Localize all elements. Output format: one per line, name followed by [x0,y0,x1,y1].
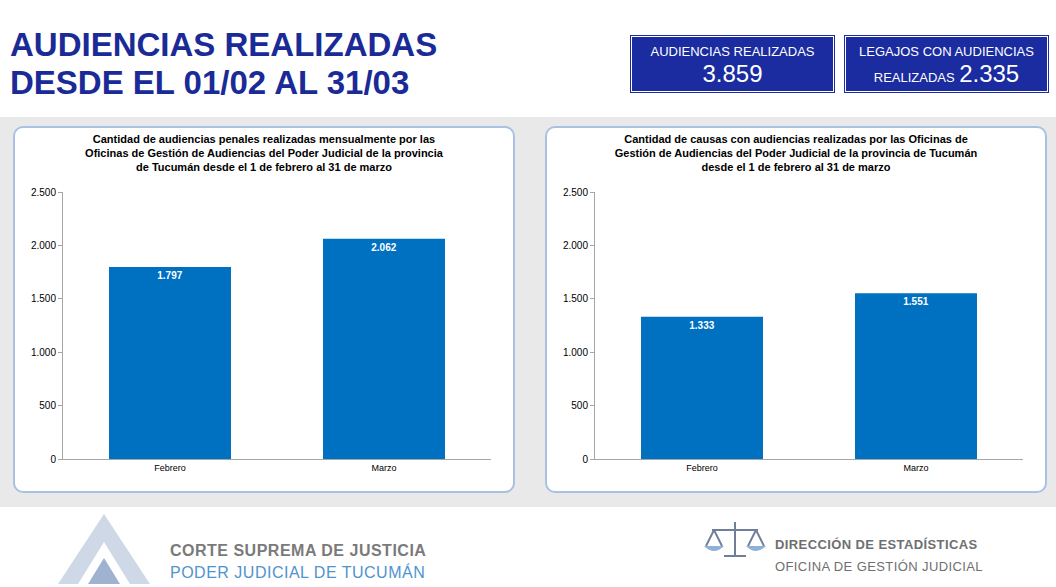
svg-text:Marzo: Marzo [371,463,396,473]
svg-text:Marzo: Marzo [903,463,928,473]
html-text:DESDE EL 01/02 AL 31/03: DESDE EL 01/02 AL 31/03 [10,64,410,101]
svg-text:Febrero: Febrero [686,463,718,473]
svg-text:2.062: 2.062 [371,242,396,253]
svg-text:500: 500 [571,400,588,411]
svg-text:Cantidad de causas con audienc: Cantidad de causas con audiencias realiz… [615,133,978,174]
html-text:LEGAJOS CON AUDIENCIAS REALIZA: LEGAJOS CON AUDIENCIAS REALIZADAS 2.335 [859,44,1034,87]
svg-text:0: 0 [50,454,56,465]
html-text:OFICINA DE GESTIÓN JUDICIAL: OFICINA DE GESTIÓN JUDICIAL [775,559,983,574]
svg-text:2.500: 2.500 [563,187,588,198]
svg-text:1.333: 1.333 [689,320,714,331]
svg-text:1.551: 1.551 [903,296,928,307]
svg-text:1.000: 1.000 [31,347,56,358]
svg-text:1.500: 1.500 [31,293,56,304]
html-text:PODER JUDICIAL DE TUCUMÁN: PODER JUDICIAL DE TUCUMÁN [170,564,426,581]
html-text:CORTE SUPREMA DE JUSTICIA: CORTE SUPREMA DE JUSTICIA [170,542,427,559]
svg-text:1.000: 1.000 [563,347,588,358]
svg-text:500: 500 [39,400,56,411]
svg-text:2.500: 2.500 [31,187,56,198]
html-text:AUDIENCIAS REALIZADAS: AUDIENCIAS REALIZADAS [650,44,815,59]
svg-text:1.500: 1.500 [563,293,588,304]
html-text:3.859: 3.859 [702,60,763,87]
html-text:AUDIENCIAS REALIZADAS: AUDIENCIAS REALIZADAS [10,26,438,63]
html-text:DIRECCIÓN DE ESTADÍSTICAS: DIRECCIÓN DE ESTADÍSTICAS [775,537,978,552]
svg-text:0: 0 [582,454,588,465]
svg-text:2.000: 2.000 [563,240,588,251]
svg-text:Cantidad de audiencias penales: Cantidad de audiencias penales realizada… [85,133,444,174]
svg-text:1.797: 1.797 [157,270,182,281]
svg-text:Febrero: Febrero [154,463,186,473]
svg-text:2.000: 2.000 [31,240,56,251]
